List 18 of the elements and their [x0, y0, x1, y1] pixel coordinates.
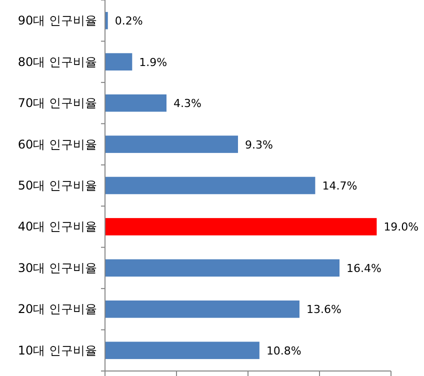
data-label: 1.9%: [139, 56, 168, 69]
data-label: 9.3%: [244, 138, 273, 152]
data-label: 14.7%: [322, 180, 358, 192]
data-label: 10.8%: [266, 344, 302, 358]
y-tick-label: 60대 인구비율: [18, 137, 97, 152]
y-tick-label: 30대 인구비율: [18, 260, 97, 275]
data-label: 4.3%: [173, 97, 202, 110]
data-label: 16.4%: [346, 262, 382, 275]
y-tick-label: 70대 인구비율: [18, 96, 97, 110]
data-label: 19.0%: [384, 220, 419, 234]
y-tick-label: 90대 인구비율: [18, 14, 97, 28]
data-label: 0.2%: [114, 14, 143, 28]
y-tick-label: 50대 인구비율: [18, 178, 97, 192]
y-tick-label: 40대 인구비율: [18, 220, 97, 234]
y-tick-label: 20대 인구비율: [18, 302, 97, 316]
data-label: 13.6%: [306, 303, 342, 316]
y-tick-label: 10대 인구비율: [18, 343, 97, 358]
y-tick-label: 80대 인구비율: [18, 54, 97, 69]
